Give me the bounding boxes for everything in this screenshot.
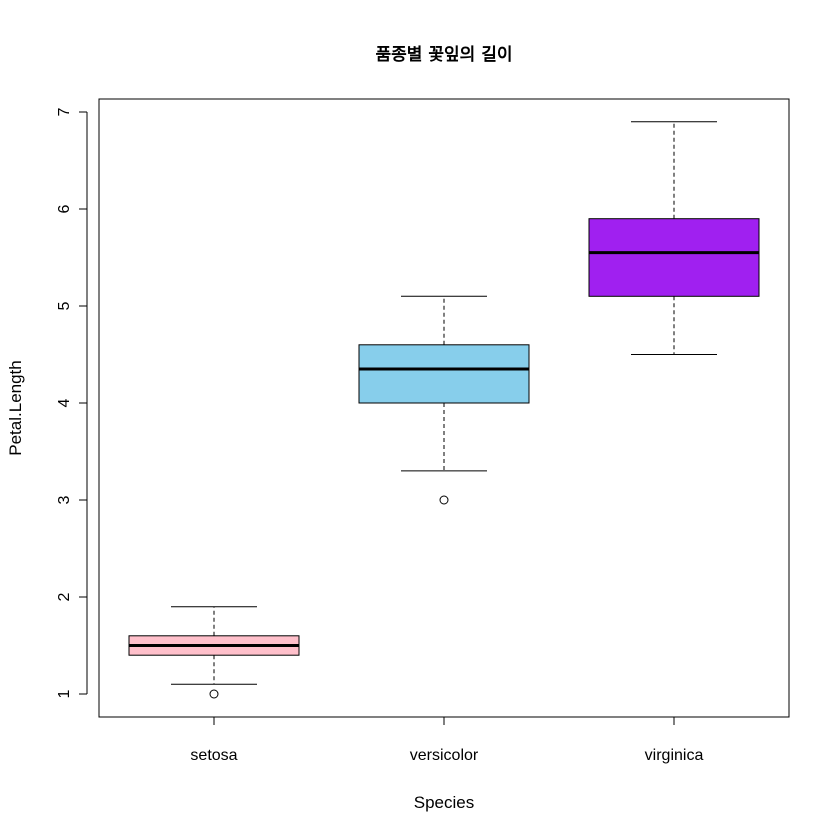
box-group-setosa	[128, 606, 300, 699]
x-axis-label: Species	[414, 793, 474, 812]
y-tick-label: 6	[56, 204, 73, 213]
box-versicolor	[358, 344, 530, 404]
x-tick-label-setosa: setosa	[190, 747, 237, 764]
x-axis: setosa versicolor virginica	[190, 717, 703, 764]
y-tick-label: 5	[56, 301, 73, 310]
outlier-point	[439, 495, 449, 505]
y-axis: 1 2 3 4 5 6 7	[56, 107, 88, 698]
box-virginica	[588, 218, 760, 297]
box-group-virginica	[588, 121, 760, 355]
boxes	[128, 121, 760, 699]
chart-title: 품종별 꽃잎의 길이	[376, 44, 513, 65]
y-tick-label: 7	[56, 107, 73, 116]
y-tick-label: 4	[56, 398, 73, 407]
y-tick-label: 1	[56, 689, 73, 698]
outlier-point	[209, 689, 219, 699]
y-axis-label: Petal.Length	[6, 360, 25, 455]
y-tick-label: 2	[56, 592, 73, 601]
box-group-versicolor	[358, 295, 530, 505]
y-tick-label: 3	[56, 495, 73, 504]
x-tick-label-virginica: virginica	[645, 747, 704, 764]
x-tick-label-versicolor: versicolor	[410, 747, 479, 764]
plot-frame	[98, 98, 790, 718]
